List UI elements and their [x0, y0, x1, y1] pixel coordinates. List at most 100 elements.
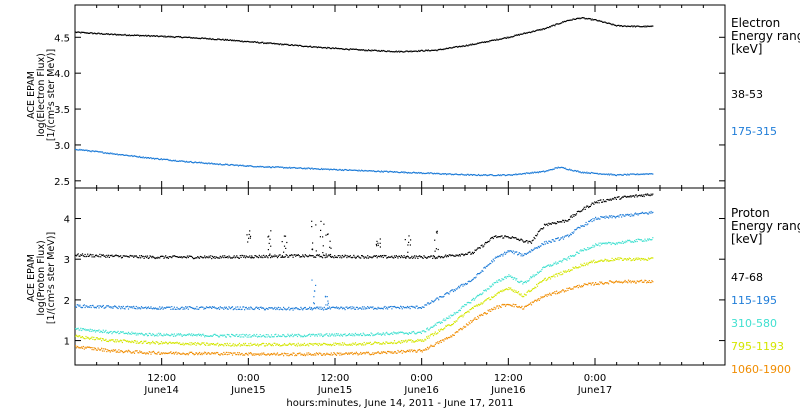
proton-point — [264, 256, 266, 258]
proton-point — [480, 271, 482, 273]
proton-point — [170, 351, 172, 353]
proton-point — [280, 345, 282, 347]
proton-point — [404, 340, 406, 342]
proton-point — [372, 335, 374, 337]
proton-point — [81, 328, 84, 330]
proton-point — [446, 255, 448, 257]
proton-point — [271, 354, 273, 356]
electron-point — [393, 171, 395, 173]
proton-point — [387, 350, 390, 353]
electron-point — [452, 46, 455, 48]
proton-point — [456, 288, 458, 290]
proton-point — [122, 331, 124, 333]
proton-point — [284, 336, 286, 338]
proton-point — [494, 308, 496, 310]
proton-point — [359, 343, 361, 345]
electron-point — [266, 42, 268, 44]
electron-point — [499, 174, 501, 176]
proton-point — [78, 329, 80, 331]
proton-point — [222, 354, 224, 356]
proton-point — [315, 352, 318, 354]
electron-point — [632, 26, 634, 28]
electron-point — [507, 174, 509, 176]
electron-point — [273, 166, 275, 168]
proton-point — [472, 278, 474, 280]
proton-point — [534, 286, 536, 288]
proton-point — [610, 260, 612, 262]
proton-point — [291, 333, 293, 335]
proton-point — [309, 342, 311, 345]
proton-point — [562, 258, 565, 260]
proton-point — [567, 234, 569, 236]
proton-point — [402, 306, 404, 308]
proton-point — [162, 341, 164, 344]
proton-point — [210, 335, 212, 337]
proton-point — [353, 353, 355, 355]
proton-point — [237, 335, 240, 337]
proton-point — [117, 351, 119, 353]
proton-point — [313, 343, 315, 345]
electron-point — [120, 154, 122, 156]
electron-point — [247, 165, 249, 167]
proton-point — [229, 335, 231, 338]
electron-point — [368, 49, 370, 52]
proton-point — [520, 293, 522, 295]
electron-point — [213, 163, 215, 165]
proton-point — [89, 305, 91, 307]
electron-point — [640, 173, 642, 175]
proton-point — [522, 240, 524, 242]
proton-point — [530, 276, 532, 278]
electron-point — [548, 27, 550, 29]
proton-point — [459, 327, 461, 330]
proton-point — [102, 338, 104, 340]
proton-point — [153, 307, 155, 309]
proton-point — [417, 349, 419, 351]
electron-point — [104, 152, 106, 154]
proton-point — [367, 306, 369, 308]
electron-point — [210, 162, 212, 165]
proton-point — [494, 235, 496, 237]
electron-point — [133, 34, 136, 36]
proton-point — [198, 257, 200, 259]
proton-point — [405, 257, 407, 259]
proton-point — [634, 241, 637, 243]
proton-point — [527, 304, 529, 306]
proton-point — [539, 270, 541, 272]
electron-point — [432, 173, 435, 175]
proton-point — [395, 307, 397, 309]
proton-spike-point — [311, 307, 313, 309]
electron-point — [217, 163, 219, 165]
proton-point — [86, 346, 88, 348]
proton-point — [207, 306, 209, 309]
electron-point — [263, 42, 266, 44]
proton-point — [319, 308, 321, 310]
electron-point — [140, 35, 143, 37]
proton-spike-point — [326, 296, 328, 298]
electron-point — [536, 29, 538, 31]
proton-point — [546, 223, 548, 225]
proton-point — [133, 256, 135, 258]
proton-point — [272, 336, 274, 338]
proton-point — [186, 353, 188, 355]
electron-point — [276, 166, 279, 168]
proton-point — [132, 255, 134, 257]
electron-point — [140, 156, 143, 158]
electron-point — [299, 167, 301, 169]
proton-point — [385, 308, 387, 310]
proton-point — [590, 260, 592, 262]
electron-point — [620, 174, 622, 176]
proton-point — [582, 284, 585, 287]
proton-point — [335, 335, 337, 337]
proton-point — [240, 344, 242, 346]
proton-point — [478, 247, 480, 249]
proton-point — [635, 239, 637, 241]
proton-point — [415, 333, 417, 335]
proton-point — [569, 269, 572, 271]
electron-point — [506, 36, 508, 38]
proton-point — [342, 344, 344, 346]
proton-point — [87, 329, 89, 331]
electron-point — [572, 170, 574, 172]
proton-point — [467, 324, 469, 326]
proton-point — [453, 321, 455, 323]
proton-point — [170, 342, 172, 344]
